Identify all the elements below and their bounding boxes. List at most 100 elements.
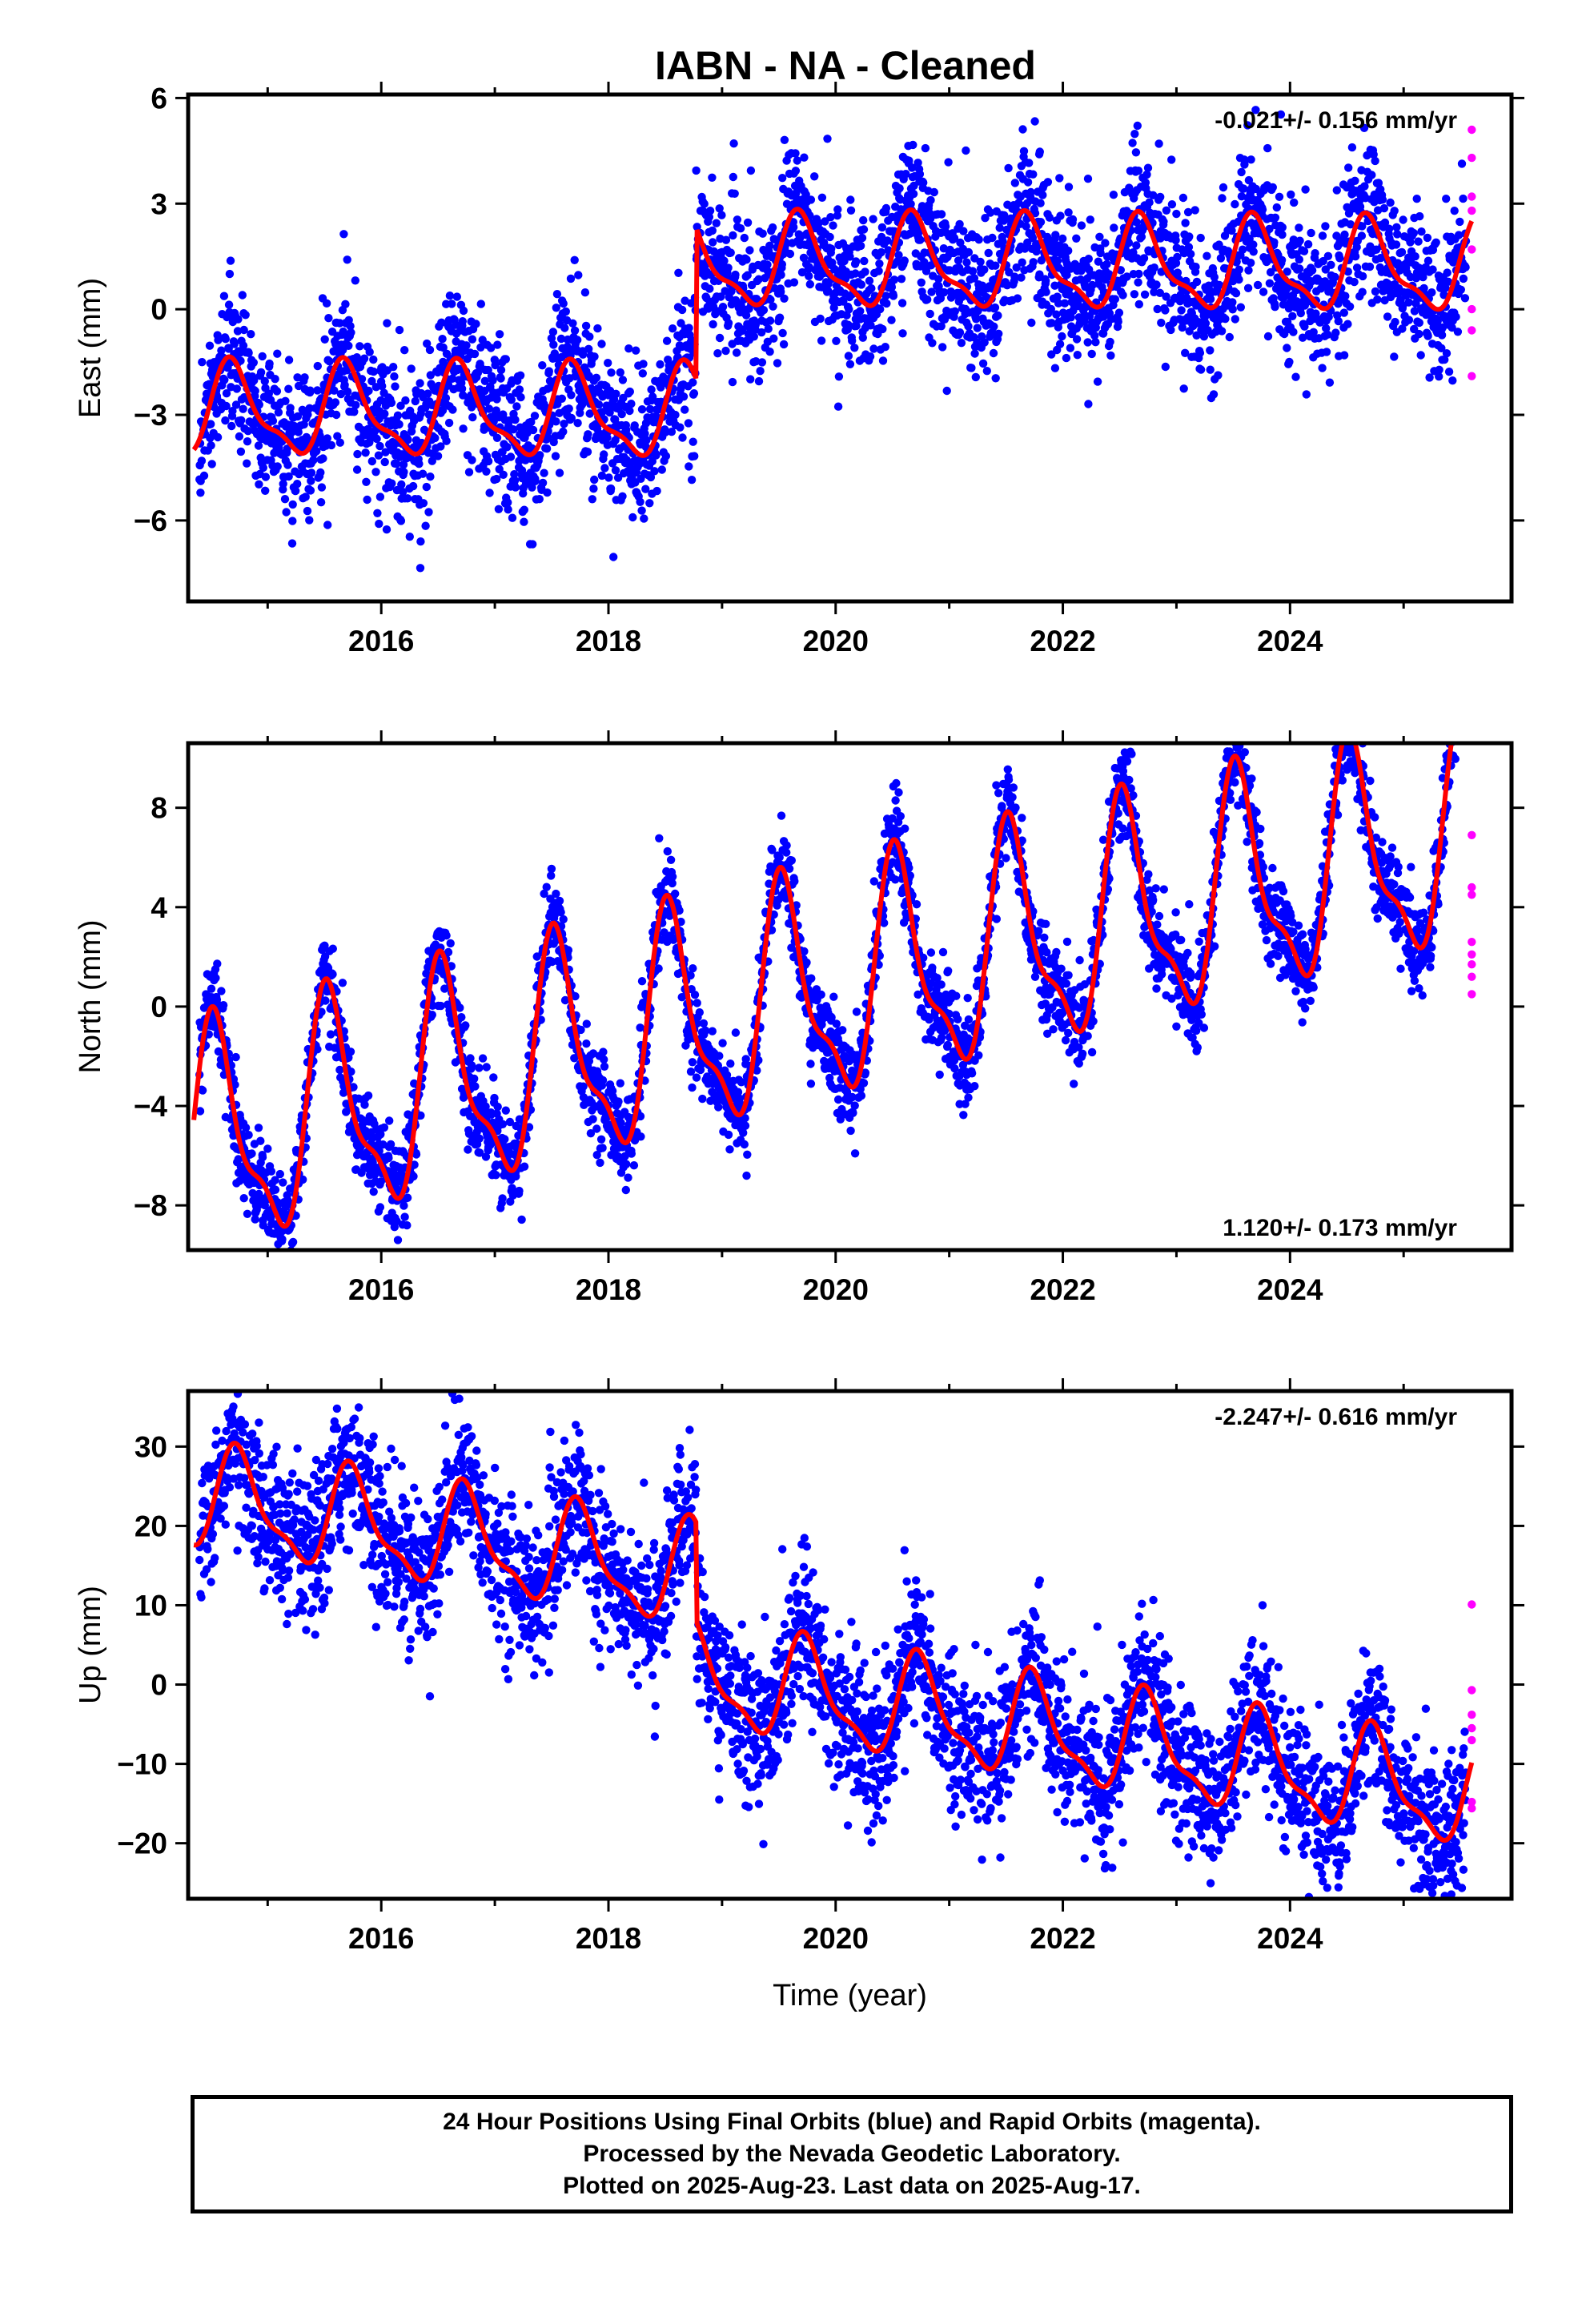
final-point: [207, 984, 216, 993]
final-point: [597, 471, 607, 480]
final-point: [1062, 353, 1071, 363]
final-point: [1341, 292, 1350, 300]
final-point: [845, 252, 854, 261]
final-point: [1360, 182, 1369, 191]
final-point: [740, 233, 749, 243]
final-point: [1431, 238, 1440, 247]
final-point: [789, 223, 798, 231]
final-point: [1352, 263, 1362, 272]
final-point: [846, 206, 856, 215]
final-point: [797, 267, 807, 277]
final-point: [400, 1201, 408, 1210]
final-point: [1435, 372, 1443, 381]
final-point: [305, 404, 314, 412]
final-point: [875, 259, 884, 268]
final-point: [418, 469, 428, 478]
final-point: [584, 430, 592, 439]
final-point: [582, 1039, 591, 1048]
final-point: [485, 489, 494, 497]
final-point: [705, 207, 715, 215]
final-point: [397, 480, 406, 489]
final-point: [628, 513, 637, 522]
final-point: [247, 1149, 256, 1158]
rapid-point: [1468, 372, 1476, 380]
final-point: [833, 205, 842, 214]
y-tick-label: −6: [134, 505, 167, 537]
final-point: [1259, 287, 1268, 296]
final-point: [991, 374, 1000, 383]
final-point: [1153, 304, 1162, 314]
final-point: [196, 489, 205, 497]
final-point: [396, 517, 406, 525]
final-point: [267, 1167, 276, 1176]
final-point: [1376, 254, 1385, 263]
final-point: [1450, 207, 1459, 215]
final-point: [561, 307, 570, 316]
final-point: [805, 263, 813, 271]
final-point: [681, 405, 689, 414]
final-point: [758, 229, 767, 238]
final-point: [757, 358, 767, 367]
final-point: [282, 508, 291, 517]
final-point: [1425, 373, 1434, 382]
rapid-point: [1468, 153, 1476, 163]
final-point: [560, 324, 569, 332]
final-point: [858, 333, 868, 342]
final-point: [247, 330, 255, 339]
final-point: [1343, 320, 1352, 328]
final-point: [1185, 232, 1194, 241]
rapid-point: [1468, 304, 1476, 314]
rapid-point: [1468, 192, 1476, 201]
final-point: [1298, 333, 1307, 342]
final-point: [833, 211, 842, 220]
final-point: [1393, 230, 1402, 239]
final-point: [600, 1062, 609, 1072]
final-point: [1192, 277, 1202, 287]
final-point: [1083, 338, 1092, 347]
final-point: [751, 320, 760, 329]
final-point: [921, 267, 931, 275]
final-point: [1411, 299, 1420, 308]
final-point: [1217, 327, 1227, 336]
final-point: [1101, 239, 1110, 247]
final-point: [1380, 218, 1390, 227]
final-point: [1318, 231, 1327, 240]
final-point: [343, 387, 352, 396]
final-point: [1022, 222, 1030, 231]
final-point: [1053, 292, 1062, 301]
final-point: [650, 467, 659, 476]
final-point: [1419, 272, 1427, 282]
final-point: [994, 311, 1002, 320]
final-point: [1331, 272, 1339, 282]
final-point: [473, 368, 483, 377]
final-point: [552, 889, 560, 899]
final-point: [859, 225, 869, 234]
final-point: [1195, 348, 1205, 357]
final-point: [1042, 276, 1050, 285]
final-point: [950, 234, 959, 243]
final-point: [956, 238, 965, 247]
final-point: [971, 372, 981, 382]
final-point: [678, 433, 687, 442]
final-point: [361, 448, 370, 457]
final-point: [708, 226, 717, 235]
final-point: [721, 287, 729, 296]
final-point: [520, 517, 528, 526]
final-point: [1228, 298, 1237, 307]
final-point: [341, 300, 350, 308]
final-point: [374, 451, 383, 460]
final-point: [1439, 291, 1448, 300]
final-point: [511, 416, 520, 424]
final-point: [1390, 207, 1399, 215]
final-point: [968, 267, 978, 275]
final-point: [861, 267, 869, 276]
final-point: [445, 292, 455, 300]
final-point: [754, 275, 763, 283]
final-point: [1339, 308, 1349, 317]
final-point: [1054, 299, 1063, 308]
final-point: [637, 506, 646, 515]
final-point: [293, 480, 302, 489]
final-point: [288, 1237, 298, 1247]
final-point: [916, 235, 925, 244]
final-point: [1231, 289, 1241, 298]
